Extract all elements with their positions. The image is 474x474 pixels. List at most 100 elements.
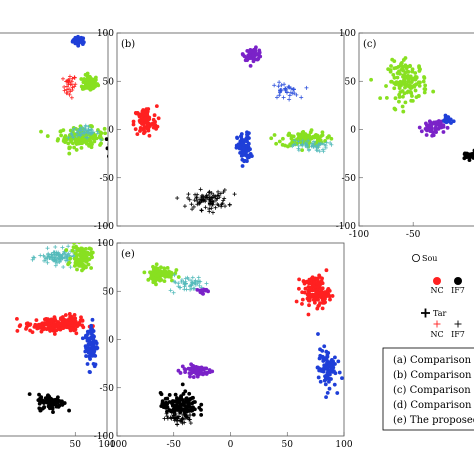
panel-a-points (39, 34, 117, 158)
data-point (159, 277, 164, 282)
data-point (189, 282, 194, 287)
data-point (170, 403, 175, 408)
data-point (59, 401, 63, 406)
data-point (413, 76, 418, 81)
data-point (73, 327, 78, 332)
data-point (45, 260, 50, 265)
data-point (87, 369, 92, 374)
data-point (68, 128, 73, 133)
data-point (183, 276, 188, 281)
data-point (397, 81, 402, 85)
data-point (138, 126, 143, 130)
data-point (384, 84, 388, 88)
panel-c-axes-frame (358, 32, 474, 227)
data-point (112, 147, 116, 151)
data-point (60, 252, 65, 257)
data-point (187, 197, 192, 202)
data-point (187, 391, 192, 396)
data-point (175, 422, 180, 427)
data-point (296, 132, 301, 137)
data-point (111, 137, 115, 141)
data-point (306, 148, 311, 153)
data-point (97, 134, 102, 139)
data-point (369, 77, 373, 82)
data-point (296, 139, 301, 144)
data-point (304, 85, 309, 90)
data-point (139, 117, 144, 122)
data-point (330, 294, 335, 298)
data-point (211, 200, 216, 205)
data-point (110, 140, 114, 144)
data-point (392, 75, 397, 80)
data-point (417, 64, 421, 69)
data-point (49, 326, 54, 331)
data-point (112, 139, 116, 143)
data-point (413, 83, 418, 87)
data-point (326, 351, 331, 355)
source-legend-marker (411, 253, 420, 262)
data-point (253, 47, 258, 52)
data-point (77, 243, 81, 245)
data-point (98, 137, 103, 142)
panel-d-xtick-label: 100 (98, 440, 115, 450)
data-point (110, 141, 114, 145)
panel-b-cluster (234, 130, 254, 168)
data-point (269, 136, 274, 141)
panel-e-ytick-label: 100 (97, 239, 114, 249)
data-point (192, 279, 197, 284)
data-point (107, 147, 108, 151)
data-point (159, 272, 164, 277)
panel-e-points (142, 262, 344, 427)
data-point (72, 263, 77, 268)
data-point (86, 347, 91, 351)
data-point (140, 122, 144, 126)
data-point (329, 136, 334, 141)
data-point (422, 75, 426, 79)
data-point (181, 406, 186, 411)
data-point (59, 316, 63, 321)
data-point (198, 187, 203, 192)
panel-c-ytick-label: 100 (339, 29, 356, 39)
data-point (145, 109, 150, 114)
data-point (79, 315, 83, 320)
data-point (309, 128, 314, 133)
data-point (37, 392, 41, 397)
panel-a-cluster (79, 71, 101, 92)
data-point (168, 408, 173, 413)
data-point (300, 302, 304, 306)
target-legend-item-label: IF7 (451, 330, 465, 339)
data-point (408, 90, 413, 94)
data-point (175, 196, 180, 201)
data-point (111, 145, 115, 149)
data-point (133, 127, 138, 132)
data-point (65, 84, 70, 89)
data-point (113, 138, 117, 142)
data-point (77, 140, 82, 145)
panel-e-cluster (294, 268, 335, 317)
data-point (70, 315, 74, 320)
data-point (193, 192, 198, 197)
data-point (190, 401, 195, 406)
data-point (67, 92, 72, 97)
data-point (392, 59, 397, 64)
data-point (403, 85, 407, 90)
data-point (220, 201, 225, 206)
data-point (257, 50, 262, 55)
data-point (293, 142, 298, 147)
panel-e-cluster (195, 287, 210, 296)
data-point (60, 76, 65, 81)
data-point (96, 128, 100, 132)
data-point (178, 418, 183, 423)
data-point (307, 277, 312, 282)
data-point (239, 134, 244, 139)
data-point (323, 296, 327, 301)
panel-a-cluster (70, 34, 86, 48)
data-point (138, 112, 143, 117)
data-point (131, 119, 136, 124)
data-point (241, 146, 246, 151)
data-point (112, 142, 116, 146)
data-point (46, 393, 50, 398)
panel-a (0, 32, 117, 227)
data-point (210, 195, 215, 200)
